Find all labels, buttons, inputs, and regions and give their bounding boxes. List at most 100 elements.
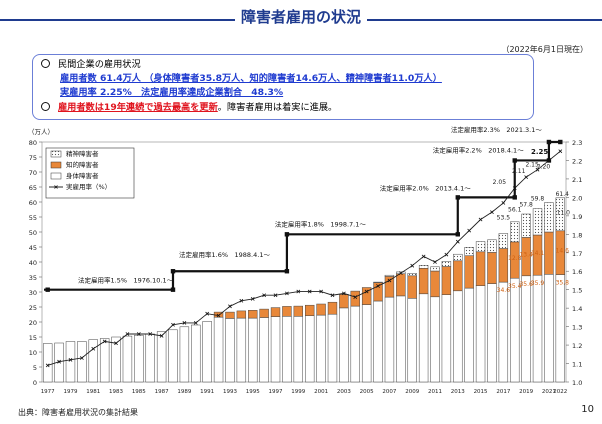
legal-rate-marker xyxy=(546,139,552,145)
actual-rate-point xyxy=(478,217,483,222)
y-tick-label: 5 xyxy=(33,364,37,372)
actual-rate-point xyxy=(68,357,73,362)
y-tick-label: 80 xyxy=(29,139,37,147)
legal-rate-label-1976: 法定雇用率1.5% 1976.10.1～ xyxy=(78,276,174,285)
x-tick-label: 1991 xyxy=(200,389,214,395)
bar-physical xyxy=(464,287,474,383)
summary-line1: 雇用者数 61.4万人 （身体障害者35.8万人、知的障害者14.6万人、精神障… xyxy=(60,73,442,84)
legal-rate-marker xyxy=(512,195,517,200)
bar-mental xyxy=(498,233,509,249)
circle-bullet-icon xyxy=(41,102,50,111)
actual-rate-point xyxy=(91,346,96,351)
bar-physical xyxy=(111,336,121,383)
x-tick-label: 1979 xyxy=(63,389,77,395)
bar-intellectual xyxy=(305,304,315,316)
bar-intellectual xyxy=(396,273,406,297)
legal-rate-label-1988: 法定雇用率1.6% 1988.4.1～ xyxy=(179,250,270,259)
bar-physical xyxy=(555,274,565,383)
legal-rate-label-1998: 法定雇用率1.8% 1998.7.1～ xyxy=(275,219,366,228)
actual-rate-point xyxy=(330,293,335,298)
bar-physical xyxy=(396,295,406,383)
bar-mental xyxy=(441,261,452,267)
legal-rate-marker xyxy=(455,195,460,200)
y-tick-label: 40 xyxy=(29,259,37,267)
y2-tick-label: 2.2 xyxy=(572,157,582,165)
bar-mental xyxy=(407,273,417,277)
legend-swatch xyxy=(50,172,62,180)
y2-tick-label: 1.7 xyxy=(572,250,582,258)
bar-intellectual xyxy=(248,310,258,319)
bar-intellectual xyxy=(316,303,326,316)
legal-rate-marker xyxy=(45,287,50,292)
x-tick-label: 1993 xyxy=(223,389,237,395)
actual-rate-point xyxy=(273,293,278,298)
bar-physical xyxy=(145,333,155,383)
phys-label-2019: 35.6 xyxy=(519,281,533,288)
title-band: 障害者雇用の状況 xyxy=(0,0,602,34)
bar-intellectual xyxy=(350,290,360,307)
bar-physical xyxy=(134,334,144,383)
x-tick-label: 2013 xyxy=(451,389,465,395)
legend-label: 身体障害者 xyxy=(66,171,99,180)
bar-physical xyxy=(236,317,247,383)
actual-rate-point xyxy=(410,263,415,268)
bar-physical xyxy=(498,281,509,383)
phys-label-2020: 35.9 xyxy=(531,280,545,287)
bar-mental xyxy=(464,247,474,256)
bar-physical xyxy=(373,300,383,383)
bar-physical xyxy=(191,324,201,383)
bar-physical xyxy=(510,277,520,383)
x-tick-label: 1989 xyxy=(177,389,191,395)
int-label-2022: 14.6 xyxy=(556,248,570,255)
summary-line3-highlight: 雇用者数は19年連続で過去最高を更新 xyxy=(58,102,218,113)
int-label-2020: 14.1 xyxy=(531,250,545,257)
bar-mental xyxy=(487,239,497,253)
total-label-2022: 61.4 xyxy=(556,191,570,198)
summary-line1-row: 雇用者数 61.4万人 （身体障害者35.8万人、知的障害者14.6万人、精神障… xyxy=(60,73,442,85)
actual-rate-point xyxy=(490,210,494,215)
actual-rate-point xyxy=(239,298,244,303)
y-tick-label: 25 xyxy=(29,304,37,312)
bar-physical xyxy=(122,335,133,383)
bar-intellectual xyxy=(339,294,349,309)
actual-rate-point xyxy=(444,252,449,257)
bar-physical xyxy=(179,326,190,383)
x-tick-label: 1985 xyxy=(132,389,146,395)
total-label-2019: 57.8 xyxy=(519,202,533,209)
bar-physical xyxy=(361,304,372,383)
page-title: 障害者雇用の状況 xyxy=(0,6,602,27)
summary-heading: 民間企業の雇用状況 xyxy=(58,59,141,70)
actual-rate-point xyxy=(387,278,392,283)
y-tick-label: 65 xyxy=(29,184,37,192)
legend-label: 実雇用率（%） xyxy=(66,182,111,191)
actual-rate-point xyxy=(433,260,437,264)
legal-rate-marker xyxy=(284,269,290,274)
y-tick-label: 15 xyxy=(29,334,37,342)
actual-rate-point xyxy=(307,289,312,294)
rate-label-2020: 2.20 xyxy=(537,163,551,170)
y2-tick-label: 1.5 xyxy=(572,287,582,295)
y-tick-label: 30 xyxy=(29,289,37,297)
total-label-2018: 56.1 xyxy=(508,207,522,214)
actual-rate-point xyxy=(319,289,323,294)
bar-physical xyxy=(441,294,452,383)
actual-rate-point xyxy=(341,291,346,296)
legal-rate-marker xyxy=(512,158,517,163)
bar-physical xyxy=(248,317,258,383)
bar-intellectual xyxy=(475,251,486,286)
y2-tick-label: 1.8 xyxy=(572,231,582,239)
phys-label-2018: 35.4 xyxy=(508,283,522,290)
bar-physical xyxy=(43,343,53,383)
actual-rate-point xyxy=(535,167,540,172)
y2-tick-label: 1.3 xyxy=(572,324,582,332)
bar-physical xyxy=(156,331,167,383)
y-tick-label: 70 xyxy=(29,169,37,177)
x-tick-label: 2009 xyxy=(405,389,419,395)
bar-mental xyxy=(373,281,383,283)
rate-label-2019: 2.15 xyxy=(525,162,539,169)
bar-physical xyxy=(225,318,235,383)
bar-physical xyxy=(305,315,315,383)
bar-mental xyxy=(521,213,531,238)
bar-physical xyxy=(532,274,543,383)
y2-tick-label: 1.1 xyxy=(572,361,582,369)
